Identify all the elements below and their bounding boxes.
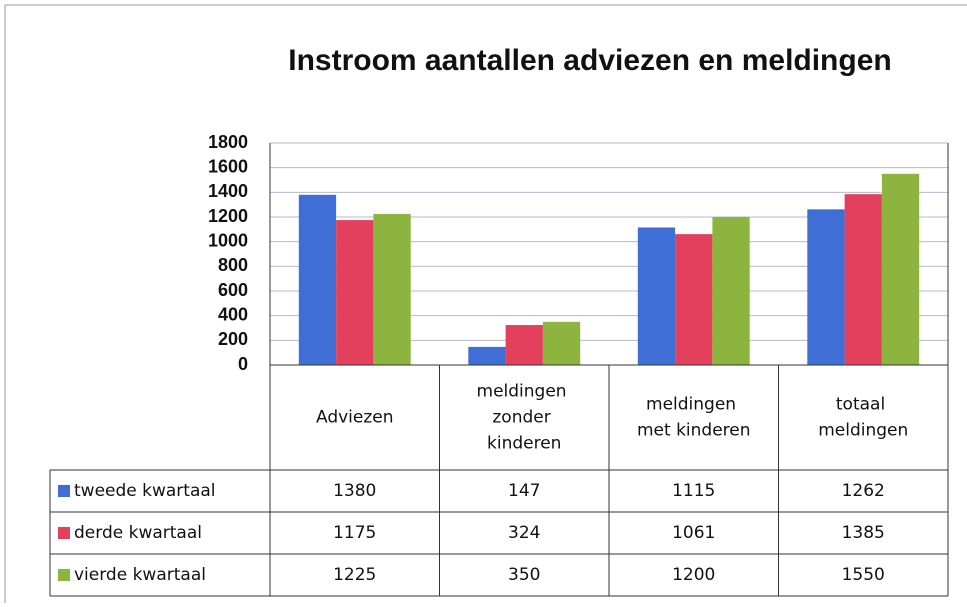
bar — [542, 321, 581, 365]
table-value: 1385 — [842, 523, 885, 543]
frame — [4, 4, 967, 607]
bar — [637, 227, 676, 365]
x-tick-label: meldingen met kinderen — [637, 395, 751, 441]
table-value: 147 — [508, 481, 540, 501]
y-tick-label: 200 — [218, 329, 248, 349]
table-value: 1061 — [672, 523, 715, 543]
table-value: 1175 — [333, 523, 376, 543]
legend-label: derde kwartaal — [74, 523, 202, 543]
y-tick-label: 1200 — [208, 206, 248, 226]
x-tick-label: totaal meldingen — [818, 395, 908, 441]
bar — [298, 194, 337, 365]
legend-swatch — [58, 527, 70, 539]
table-value: 1380 — [333, 481, 376, 501]
bar — [336, 220, 374, 365]
table-value: 1550 — [842, 565, 885, 585]
bar — [468, 346, 506, 365]
bar — [675, 234, 713, 365]
table-value: 1262 — [842, 481, 885, 501]
y-tick-label: 800 — [218, 255, 248, 275]
bar — [505, 325, 543, 365]
y-tick-label: 1600 — [208, 156, 248, 176]
y-tick-label: 600 — [218, 280, 248, 300]
x-tick-label: meldingen zonder kinderen — [477, 382, 572, 454]
bar — [373, 213, 411, 365]
chart-title: Instroom aantallen adviezen en meldingen — [288, 44, 891, 77]
bar — [807, 209, 845, 365]
y-tick-label: 0 — [238, 354, 248, 374]
legend-swatch — [58, 485, 70, 497]
y-tick-label: 400 — [218, 304, 248, 324]
table-value: 324 — [508, 523, 540, 543]
legend-label: tweede kwartaal — [74, 481, 216, 501]
bar — [881, 173, 920, 365]
table-value: 1115 — [672, 481, 715, 501]
y-tick-label: 1400 — [208, 181, 248, 201]
y-tick-label: 1000 — [208, 230, 248, 250]
bar — [712, 217, 750, 365]
table-value: 1225 — [333, 565, 376, 585]
bar — [844, 194, 882, 365]
legend-swatch — [58, 569, 70, 581]
legend-label: vierde kwartaal — [74, 565, 206, 585]
x-tick-label: Adviezen — [316, 408, 394, 428]
table-value: 350 — [508, 565, 540, 585]
y-tick-label: 1800 — [208, 132, 248, 152]
table-value: 1200 — [672, 565, 715, 585]
